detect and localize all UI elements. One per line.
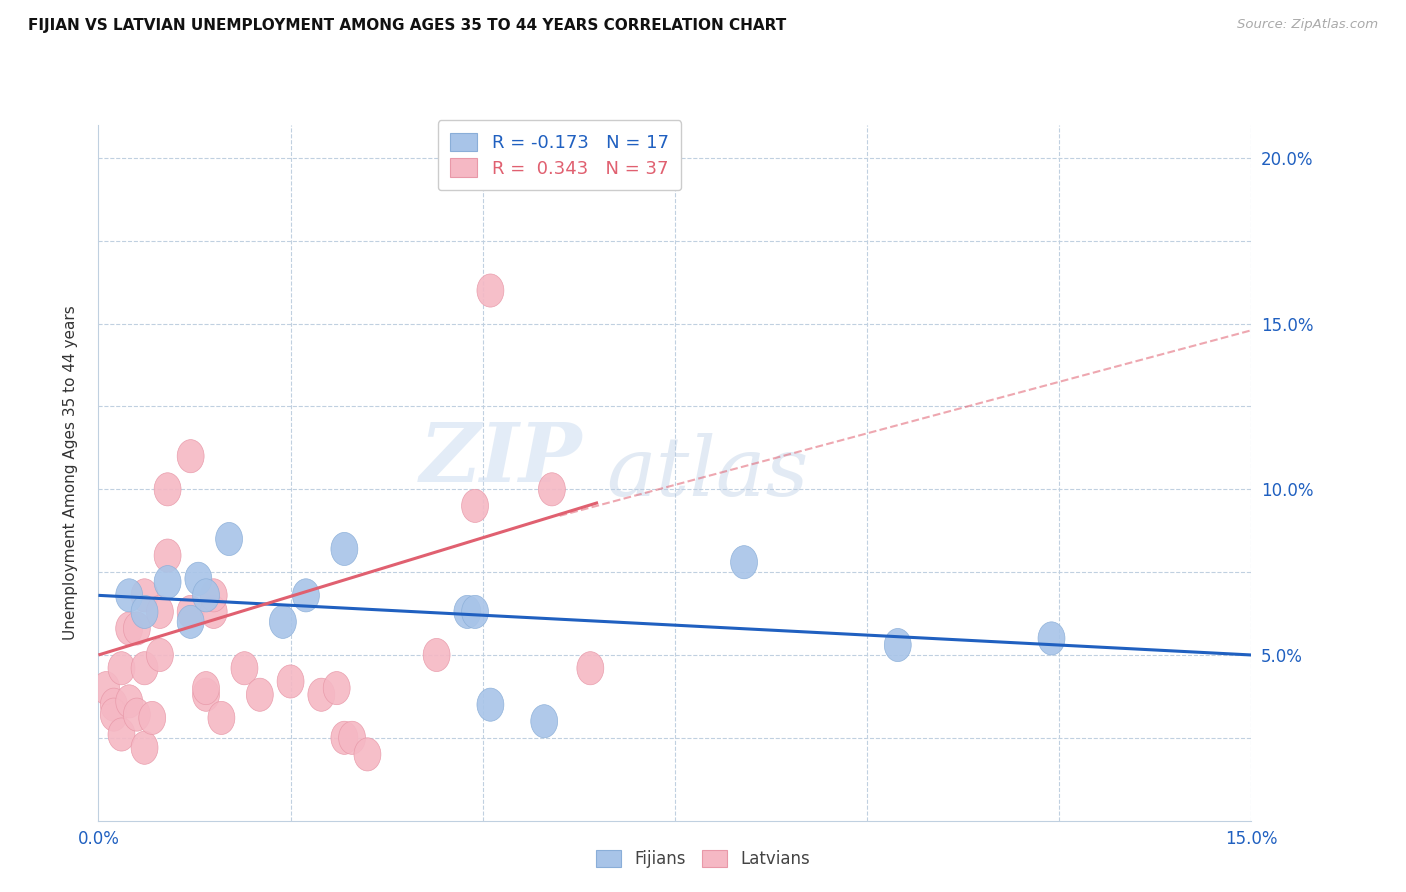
Ellipse shape (330, 722, 357, 755)
Y-axis label: Unemployment Among Ages 35 to 44 years: Unemployment Among Ages 35 to 44 years (63, 305, 77, 640)
Ellipse shape (93, 672, 120, 705)
Ellipse shape (477, 688, 503, 722)
Ellipse shape (538, 473, 565, 506)
Ellipse shape (131, 579, 157, 612)
Ellipse shape (177, 440, 204, 473)
Ellipse shape (576, 652, 603, 685)
Ellipse shape (200, 579, 228, 612)
Ellipse shape (354, 738, 381, 771)
Ellipse shape (461, 490, 488, 523)
Ellipse shape (308, 678, 335, 711)
Ellipse shape (292, 579, 319, 612)
Ellipse shape (115, 579, 142, 612)
Ellipse shape (208, 701, 235, 734)
Ellipse shape (461, 595, 488, 629)
Ellipse shape (115, 612, 142, 645)
Ellipse shape (146, 595, 173, 629)
Ellipse shape (531, 705, 558, 738)
Ellipse shape (177, 595, 204, 629)
Ellipse shape (100, 688, 128, 722)
Ellipse shape (155, 539, 181, 572)
Ellipse shape (246, 678, 273, 711)
Ellipse shape (131, 652, 157, 685)
Ellipse shape (884, 629, 911, 662)
Legend: Fijians, Latvians: Fijians, Latvians (589, 843, 817, 875)
Ellipse shape (193, 672, 219, 705)
Ellipse shape (146, 639, 173, 672)
Ellipse shape (215, 523, 243, 556)
Ellipse shape (231, 652, 257, 685)
Ellipse shape (200, 595, 228, 629)
Ellipse shape (423, 639, 450, 672)
Ellipse shape (115, 685, 142, 718)
Ellipse shape (330, 533, 357, 566)
Ellipse shape (139, 701, 166, 734)
Ellipse shape (731, 546, 758, 579)
Ellipse shape (124, 698, 150, 731)
Ellipse shape (155, 566, 181, 599)
Ellipse shape (277, 665, 304, 698)
Ellipse shape (108, 652, 135, 685)
Ellipse shape (186, 562, 212, 595)
Text: FIJIAN VS LATVIAN UNEMPLOYMENT AMONG AGES 35 TO 44 YEARS CORRELATION CHART: FIJIAN VS LATVIAN UNEMPLOYMENT AMONG AGE… (28, 18, 786, 33)
Ellipse shape (177, 606, 204, 639)
Ellipse shape (323, 672, 350, 705)
Ellipse shape (270, 606, 297, 639)
Legend: R = -0.173   N = 17, R =  0.343   N = 37: R = -0.173 N = 17, R = 0.343 N = 37 (437, 120, 682, 190)
Ellipse shape (454, 595, 481, 629)
Ellipse shape (100, 698, 128, 731)
Ellipse shape (131, 595, 157, 629)
Ellipse shape (339, 722, 366, 755)
Ellipse shape (155, 473, 181, 506)
Ellipse shape (193, 579, 219, 612)
Text: ZIP: ZIP (420, 419, 582, 499)
Ellipse shape (124, 612, 150, 645)
Ellipse shape (477, 274, 503, 307)
Ellipse shape (193, 678, 219, 711)
Text: atlas: atlas (606, 433, 808, 513)
Ellipse shape (108, 718, 135, 751)
Ellipse shape (131, 731, 157, 764)
Text: Source: ZipAtlas.com: Source: ZipAtlas.com (1237, 18, 1378, 31)
Ellipse shape (1038, 622, 1064, 655)
